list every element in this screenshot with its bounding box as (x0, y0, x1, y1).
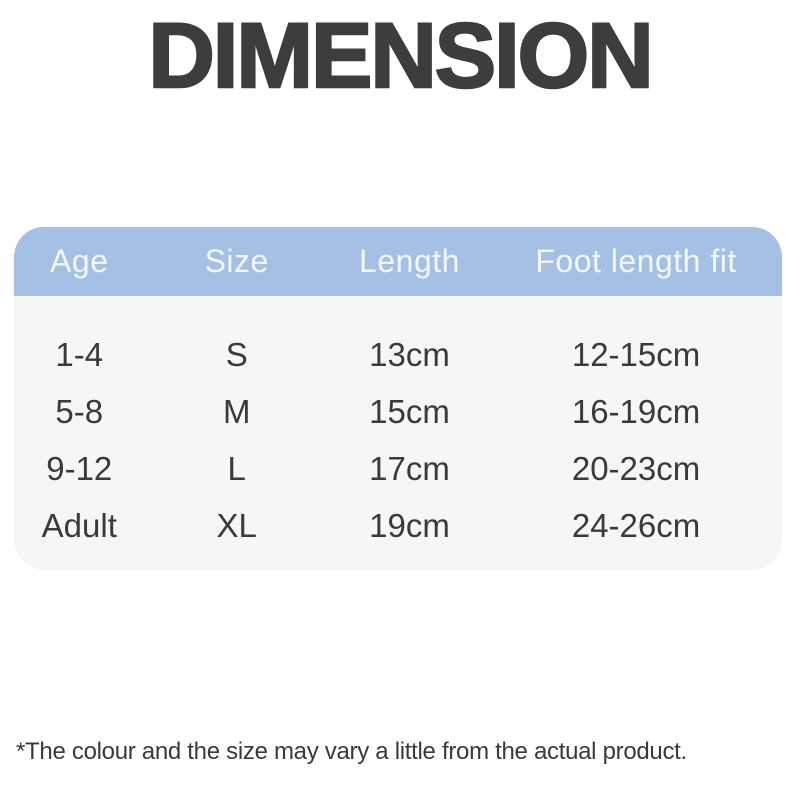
column-header-foot-length-fit: Foot length fit (535, 243, 737, 279)
table-header-row: Age Size Length Foot length fit (14, 227, 782, 296)
column-header-age: Age (50, 243, 109, 279)
table-row: 1-4 S 13cm 12-15cm (14, 326, 782, 383)
cell-age: 5-8 (55, 392, 104, 430)
table-body: 1-4 S 13cm 12-15cm 5-8 M 15cm 16-19cm 9-… (14, 296, 782, 554)
cell-size: L (227, 449, 246, 487)
cell-age: 9-12 (46, 449, 113, 487)
column-header-length: Length (359, 243, 460, 279)
table-row: 9-12 L 17cm 20-23cm (14, 440, 782, 497)
cell-size: XL (216, 506, 257, 544)
cell-length: 17cm (369, 449, 450, 487)
table-row: 5-8 M 15cm 16-19cm (14, 383, 782, 440)
cell-foot-length-fit: 24-26cm (571, 506, 701, 544)
cell-length: 15cm (369, 392, 450, 430)
cell-length: 19cm (369, 506, 450, 544)
cell-foot-length-fit: 20-23cm (571, 449, 701, 487)
cell-foot-length-fit: 16-19cm (571, 392, 701, 430)
cell-size: M (222, 392, 251, 430)
footnote: *The colour and the size may vary a litt… (16, 738, 687, 765)
cell-size: S (225, 335, 248, 373)
table-row: Adult XL 19cm 24-26cm (14, 497, 782, 554)
cell-age: 1-4 (55, 335, 104, 373)
cell-age: Adult (41, 506, 117, 544)
size-chart-card: Age Size Length Foot length fit 1-4 S 13… (14, 227, 782, 570)
column-header-size: Size (204, 243, 269, 279)
cell-length: 13cm (369, 335, 450, 373)
page-title: DIMENSION (147, 5, 655, 107)
cell-foot-length-fit: 12-15cm (571, 335, 701, 373)
